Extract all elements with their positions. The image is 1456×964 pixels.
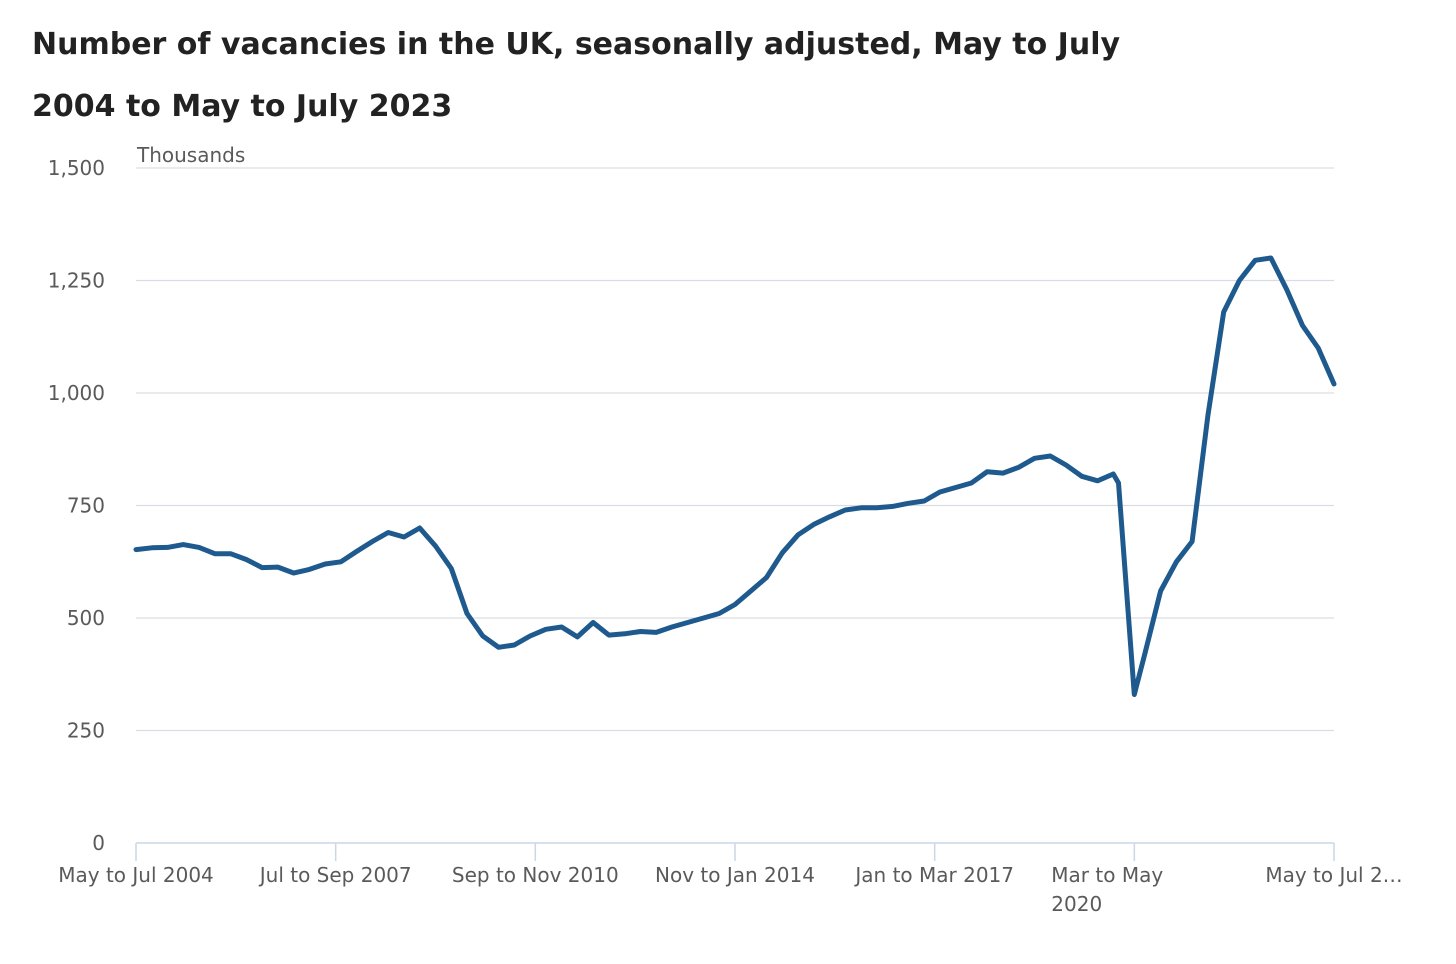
chart-title: Number of vacancies in the UK, seasonall… bbox=[32, 27, 1121, 124]
y-tick-label: 250 bbox=[67, 719, 105, 743]
series-layer bbox=[133, 255, 1337, 697]
y-tick-label: 1,250 bbox=[48, 269, 105, 293]
gridlines bbox=[136, 167, 1334, 732]
y-tick-label: 1,000 bbox=[48, 381, 105, 405]
y-axis: 0 250 500 750 1,000 1,250 1,500 bbox=[48, 156, 105, 855]
y-tick-label: 500 bbox=[67, 606, 105, 630]
y-tick-label: 0 bbox=[92, 831, 105, 855]
y-tick-label: 1,500 bbox=[48, 156, 105, 180]
vacancies-series-line bbox=[133, 255, 1337, 697]
x-tick-label: May to Jul 2004 bbox=[58, 863, 214, 887]
x-axis: May to Jul 2004 Jul to Sep 2007 Sep to Nov… bbox=[58, 842, 1403, 916]
x-tick-label: May to Jul 2… bbox=[1265, 863, 1402, 887]
y-tick-label: 750 bbox=[67, 494, 105, 518]
x-tick-label: Mar to May 2020 bbox=[1051, 863, 1163, 916]
x-tick-label: Nov to Jan 2014 bbox=[655, 863, 815, 887]
x-tick-label: Jan to Mar 2017 bbox=[853, 863, 1014, 887]
y-axis-unit-label: Thousands bbox=[136, 143, 245, 167]
x-tick-label: Jul to Sep 2007 bbox=[258, 863, 412, 887]
x-tick-label: Sep to Nov 2010 bbox=[452, 863, 619, 887]
